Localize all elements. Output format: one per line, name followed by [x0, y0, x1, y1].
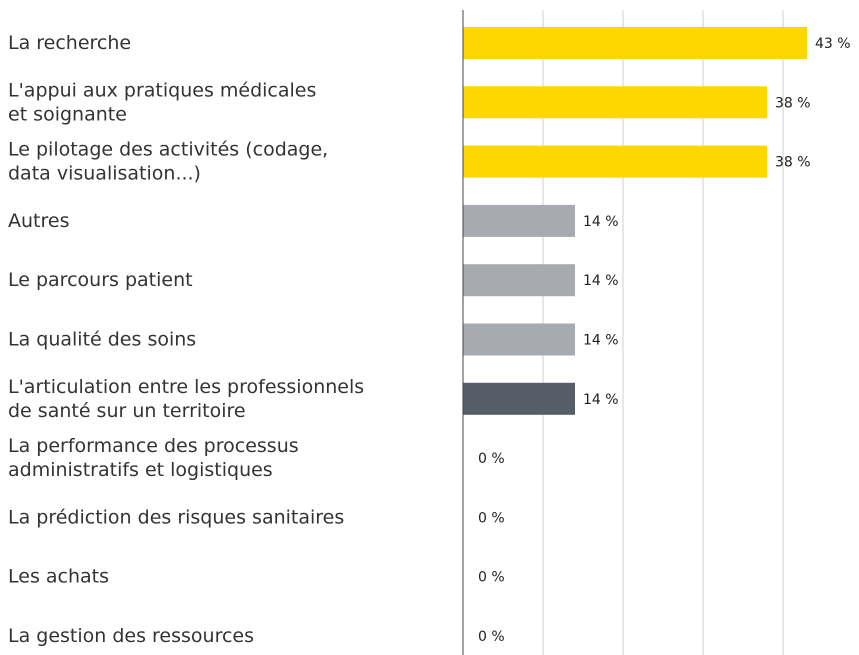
- value-label: 0 %: [478, 510, 505, 526]
- category-label: La performance des processus administrati…: [8, 435, 299, 481]
- value-label: 0 %: [478, 451, 505, 467]
- category-label: La recherche: [8, 32, 131, 54]
- category-label: Le pilotage des activités (codage, data v…: [8, 138, 328, 184]
- bar: [463, 264, 575, 297]
- category-label: L'articulation entre les professionnels d…: [8, 375, 364, 421]
- value-label: 38 %: [775, 95, 811, 111]
- value-label: 0 %: [478, 629, 505, 645]
- category-label: La qualité des soins: [8, 328, 196, 350]
- value-label: 0 %: [478, 570, 505, 586]
- bar: [463, 145, 767, 178]
- value-label: 14 %: [583, 273, 619, 289]
- category-label: Les achats: [8, 565, 109, 587]
- value-label: 43 %: [815, 36, 851, 52]
- category-label: Le parcours patient: [8, 269, 193, 291]
- value-label: 14 %: [583, 214, 619, 230]
- bar: [463, 204, 575, 237]
- bar: [463, 86, 767, 119]
- value-label: 14 %: [583, 392, 619, 408]
- value-label: 38 %: [775, 155, 811, 171]
- category-label: Autres: [8, 209, 69, 231]
- category-label: La prédiction des risques sanitaires: [8, 506, 344, 528]
- bar: [463, 323, 575, 356]
- value-label: 14 %: [583, 333, 619, 349]
- category-label: L'appui aux pratiques médicales et soigna…: [8, 79, 316, 125]
- bar: [463, 382, 575, 415]
- bar: [463, 27, 807, 59]
- category-label: La gestion des ressources: [8, 625, 254, 647]
